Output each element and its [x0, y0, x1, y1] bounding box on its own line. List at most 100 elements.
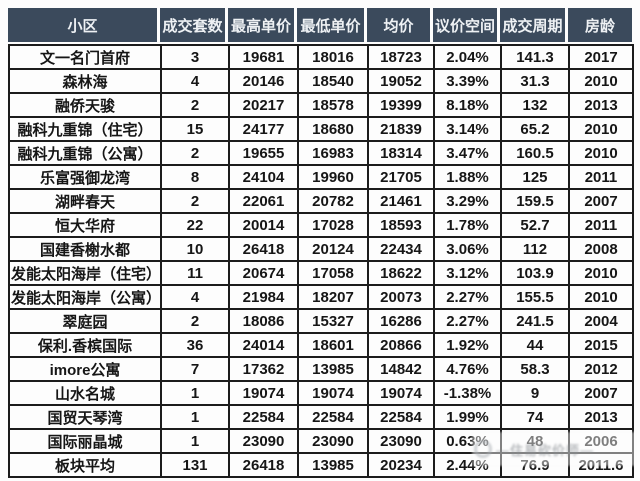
table-cell: imore公寓 — [8, 356, 162, 382]
table-cell: 18540 — [297, 68, 369, 94]
table-cell: 2010 — [568, 68, 634, 94]
table-cell: 19655 — [228, 140, 299, 166]
table-cell: 18016 — [297, 44, 369, 70]
table-cell: 3.47% — [433, 140, 502, 166]
table-cell: 2013 — [568, 92, 634, 118]
table-cell: 2011 — [568, 212, 634, 238]
table-cell: 48 — [500, 428, 570, 454]
table-cell: 159.5 — [500, 188, 570, 214]
table-cell: 1.99% — [433, 404, 502, 430]
table-cell: 14842 — [367, 356, 435, 382]
table-row: 国建香榭水都 10 26418 20124 22434 3.06% 112 2008 — [8, 236, 634, 262]
table-cell: 2010 — [568, 260, 634, 286]
table-cell: 23090 — [297, 428, 369, 454]
table-cell: 23090 — [367, 428, 435, 454]
table-cell: 2012 — [568, 356, 634, 382]
table-cell: 恒大华府 — [8, 212, 162, 238]
table-cell: 19074 — [367, 380, 435, 406]
table-row: 湖畔春天 2 22061 20782 21461 3.29% 159.5 2007 — [8, 188, 634, 214]
table-cell: 22 — [160, 212, 230, 238]
table-cell: 1 — [160, 428, 230, 454]
table-cell: 1 — [160, 404, 230, 430]
table-cell: 21839 — [367, 116, 435, 142]
table-cell: 18578 — [297, 92, 369, 118]
table-row: 融科九重锦（住宅） 15 24177 18680 21839 3.14% 65.2 2010 — [8, 116, 634, 142]
table-cell: 20217 — [228, 92, 299, 118]
table-cell: 76.9 — [500, 452, 570, 478]
table-cell: 1.92% — [433, 332, 502, 358]
table-cell: 国贸天琴湾 — [8, 404, 162, 430]
table-cell: 3.06% — [433, 236, 502, 262]
table-row: 发能太阳海岸（住宅） 11 20674 17058 18622 3.12% 103.9 201… — [8, 260, 634, 286]
table-cell: 20073 — [367, 284, 435, 310]
table-cell: 3.29% — [433, 188, 502, 214]
table-cell: 3.14% — [433, 116, 502, 142]
table-row: 乐富强御龙湾 8 24104 19960 21705 1.88% 125 2011 — [8, 164, 634, 190]
table-cell: 18723 — [367, 44, 435, 70]
table-cell: 森林海 — [8, 68, 162, 94]
table-cell: 板块平均 — [8, 452, 162, 478]
table-cell: 2010 — [568, 116, 634, 142]
table-cell: 发能太阳海岸（住宅） — [8, 260, 162, 286]
table-row: imore公寓 7 17362 13985 14842 4.76% 58.3 2012 — [8, 356, 634, 382]
table-row: 森林海 4 20146 18540 19052 3.39% 31.3 2010 — [8, 68, 634, 94]
table-cell: 17362 — [228, 356, 299, 382]
table-cell: 2013 — [568, 404, 634, 430]
table-cell: 17058 — [297, 260, 369, 286]
table-cell: 融科九重锦（公寓） — [8, 140, 162, 166]
table-cell: 21461 — [367, 188, 435, 214]
column-header: 最高单价 — [228, 8, 297, 42]
table-cell: 26418 — [228, 236, 299, 262]
table-cell: 2007 — [568, 188, 634, 214]
table-cell: 160.5 — [500, 140, 570, 166]
table-cell: 65.2 — [500, 116, 570, 142]
table-cell: 3.12% — [433, 260, 502, 286]
table-cell: 发能太阳海岸（公寓） — [8, 284, 162, 310]
table-cell: 4 — [160, 284, 230, 310]
table-cell: 141.3 — [500, 44, 570, 70]
table-cell: 20234 — [367, 452, 435, 478]
table-cell: 22584 — [367, 404, 435, 430]
table-cell: 24014 — [228, 332, 299, 358]
table-row: 国贸天琴湾 1 22584 22584 22584 1.99% 74 2013 — [8, 404, 634, 430]
table-cell: 74 — [500, 404, 570, 430]
table-cell: 2017 — [568, 44, 634, 70]
table-cell: 20124 — [297, 236, 369, 262]
table-cell: 241.5 — [500, 308, 570, 334]
table-cell: 20014 — [228, 212, 299, 238]
column-header: 均价 — [367, 8, 433, 42]
table-cell: 10 — [160, 236, 230, 262]
column-header: 成交周期 — [500, 8, 568, 42]
table-cell: 2 — [160, 308, 230, 334]
table-row: 山水名城 1 19074 19074 19074 -1.38% 9 2007 — [8, 380, 634, 406]
table-cell: 4.76% — [433, 356, 502, 382]
table-cell: 2007 — [568, 380, 634, 406]
table-cell: 31.3 — [500, 68, 570, 94]
table-row: 保利.香槟国际 36 24014 18601 20866 1.92% 44 2015 — [8, 332, 634, 358]
table-cell: 18086 — [228, 308, 299, 334]
table-cell: 52.7 — [500, 212, 570, 238]
table-cell: 8.18% — [433, 92, 502, 118]
header-row: 小区 成交套数 最高单价 最低单价 均价 议价空间 成交周期 房龄 — [8, 8, 633, 42]
table-cell: 17028 — [297, 212, 369, 238]
table-cell: 3 — [160, 44, 230, 70]
table-row: 恒大华府 22 20014 17028 18593 1.78% 52.7 2011 — [8, 212, 634, 238]
column-header: 成交套数 — [160, 8, 228, 42]
community-deals-table: 小区 成交套数 最高单价 最低单价 均价 议价空间 成交周期 房龄 文一名门首府 3 19681 1… — [8, 8, 634, 478]
table-cell: 103.9 — [500, 260, 570, 286]
table-cell: 13985 — [297, 452, 369, 478]
table-cell: 18680 — [297, 116, 369, 142]
table-cell: 22061 — [228, 188, 299, 214]
table-cell: -1.38% — [433, 380, 502, 406]
table-cell: 16983 — [297, 140, 369, 166]
table-cell: 22584 — [228, 404, 299, 430]
table-cell: 保利.香槟国际 — [8, 332, 162, 358]
table-cell: 2 — [160, 140, 230, 166]
table-cell: 3.39% — [433, 68, 502, 94]
table-cell: 9 — [500, 380, 570, 406]
data-table: 文一名门首府 3 19681 18016 18723 2.04% 141.3 2017 森林海 4… — [8, 44, 634, 478]
table-cell: 18314 — [367, 140, 435, 166]
table-cell: 18622 — [367, 260, 435, 286]
table-cell: 国建香榭水都 — [8, 236, 162, 262]
